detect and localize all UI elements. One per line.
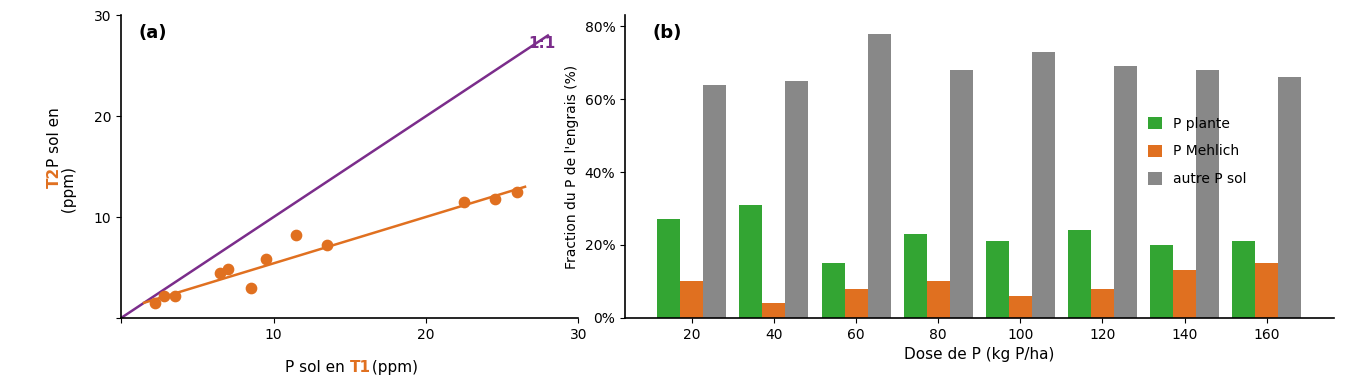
Point — [454, 199, 475, 205]
Bar — [680, 282, 703, 318]
Text: 1:1: 1:1 — [528, 36, 555, 51]
Point — [255, 256, 276, 262]
Text: P sol en: P sol en — [286, 360, 350, 375]
Point — [144, 300, 166, 306]
Legend: P plante, P Mehlich, autre P sol: P plante, P Mehlich, autre P sol — [1142, 111, 1251, 192]
Point — [506, 189, 528, 195]
Text: P sol en: P sol en — [47, 102, 62, 167]
Bar — [1114, 66, 1137, 318]
Bar — [845, 289, 867, 318]
X-axis label: Dose de P (kg P/ha): Dose de P (kg P/ha) — [904, 347, 1055, 362]
Point — [210, 270, 232, 276]
Bar — [1278, 77, 1301, 318]
Point — [286, 232, 307, 238]
Text: (ppm): (ppm) — [62, 167, 77, 218]
Text: (ppm): (ppm) — [368, 360, 418, 375]
Bar — [1009, 296, 1032, 318]
Bar — [1068, 231, 1091, 318]
Text: T1: T1 — [350, 360, 370, 375]
Bar — [822, 263, 845, 318]
Bar — [1233, 241, 1255, 318]
Bar — [1150, 245, 1173, 318]
Bar — [762, 303, 785, 318]
Point — [317, 242, 338, 248]
Bar — [703, 85, 726, 318]
Bar — [1173, 270, 1196, 318]
Text: (b): (b) — [653, 25, 682, 43]
Y-axis label: Fraction du P de l'engrais (%): Fraction du P de l'engrais (%) — [564, 65, 579, 268]
Text: T2: T2 — [47, 167, 62, 188]
Point — [240, 285, 261, 291]
Bar — [657, 219, 680, 318]
Bar — [1032, 52, 1055, 318]
Bar — [1196, 70, 1219, 318]
Bar — [785, 81, 808, 318]
Point — [484, 196, 505, 202]
Point — [217, 267, 238, 273]
Point — [164, 293, 186, 299]
Bar — [740, 205, 762, 318]
Bar — [867, 34, 890, 318]
Bar — [1091, 289, 1114, 318]
Bar — [986, 241, 1009, 318]
Bar — [1255, 263, 1278, 318]
Bar — [927, 282, 950, 318]
Point — [154, 293, 175, 299]
Text: (a): (a) — [139, 25, 167, 43]
Bar — [904, 234, 927, 318]
Bar — [950, 70, 973, 318]
